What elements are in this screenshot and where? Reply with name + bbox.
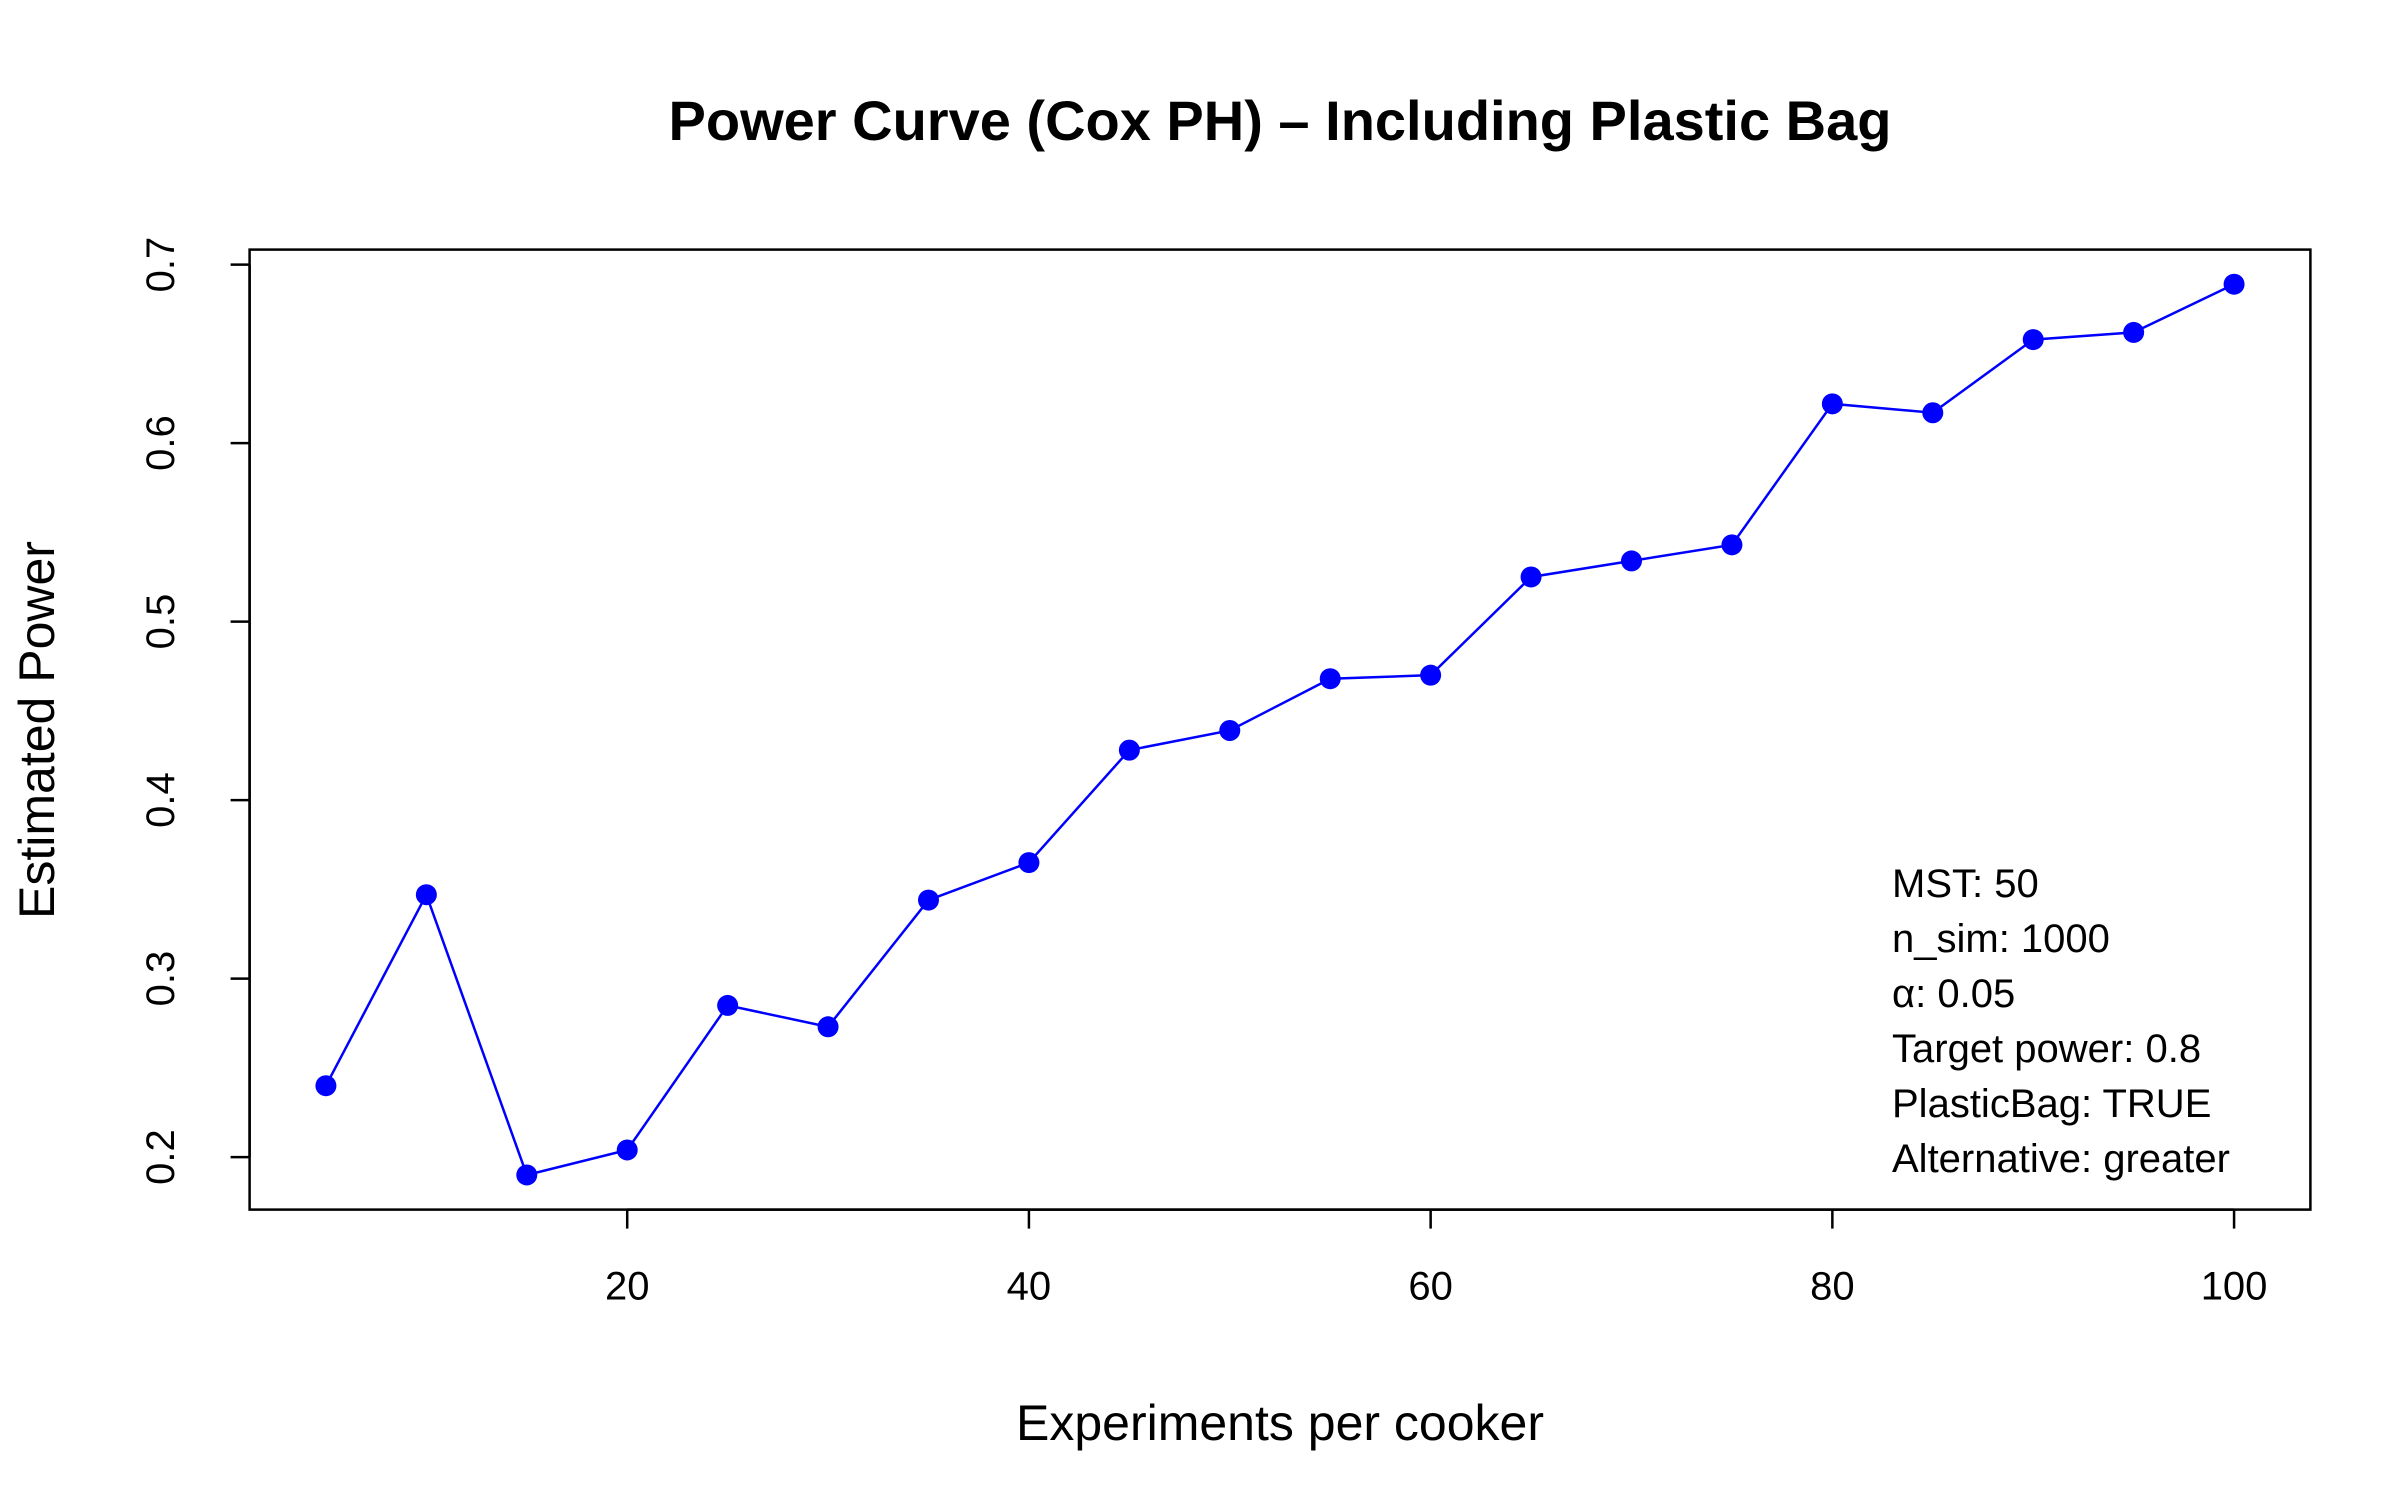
x-tick-label: 60 (1408, 1265, 1453, 1309)
data-point (917, 889, 939, 911)
x-axis-label: Experiments per cooker (1016, 1395, 1544, 1451)
y-tick-label: 0.2 (139, 1129, 183, 1185)
y-tick-label: 0.5 (139, 594, 183, 650)
data-point (1319, 668, 1341, 690)
y-tick-label: 0.7 (139, 237, 183, 293)
annotation-line: Target power: 0.8 (1892, 1027, 2201, 1071)
x-tick-label: 80 (1810, 1265, 1855, 1309)
data-point (2223, 273, 2245, 295)
x-tick-label: 40 (1007, 1265, 1052, 1309)
y-tick-label: 0.4 (139, 772, 183, 828)
data-point (1922, 402, 1944, 424)
data-point (717, 994, 739, 1016)
data-point (1821, 393, 1843, 415)
data-point (1219, 719, 1241, 741)
data-point (516, 1164, 538, 1186)
series-line (324, 283, 2235, 1177)
x-tick-label: 20 (605, 1265, 650, 1309)
data-point (315, 1075, 337, 1097)
annotation-line: MST: 50 (1892, 862, 2039, 906)
annotation-line: PlasticBag: TRUE (1892, 1082, 2211, 1126)
x-tick-label: 100 (2201, 1265, 2268, 1309)
x-axis: 20 40 60 80 100 (605, 1208, 2268, 1309)
data-point (1520, 566, 1542, 588)
data-points (315, 273, 2245, 1186)
series-line-group (324, 283, 2235, 1177)
data-point (2022, 329, 2044, 351)
data-point (415, 884, 437, 906)
data-point (817, 1016, 839, 1038)
annotation-line: α: 0.05 (1892, 972, 2015, 1016)
y-axis: 0.2 0.3 0.4 0.5 0.6 0.7 (139, 237, 251, 1185)
data-point (616, 1139, 638, 1161)
data-point (1621, 550, 1643, 572)
data-point (1721, 534, 1743, 556)
annotation-line: n_sim: 1000 (1892, 917, 2110, 961)
annotation-line: Alternative: greater (1892, 1137, 2230, 1181)
chart-title: Power Curve (Cox PH) – Including Plastic… (669, 89, 1892, 152)
data-point (1018, 852, 1040, 874)
data-point (2123, 321, 2145, 343)
data-point (1420, 664, 1442, 686)
y-tick-label: 0.6 (139, 415, 183, 471)
data-point (1118, 739, 1140, 761)
y-axis-label: Estimated Power (9, 541, 65, 919)
y-tick-label: 0.3 (139, 951, 183, 1007)
annotation-box: MST: 50 n_sim: 1000 α: 0.05 Target power: 0… (1892, 862, 2230, 1181)
